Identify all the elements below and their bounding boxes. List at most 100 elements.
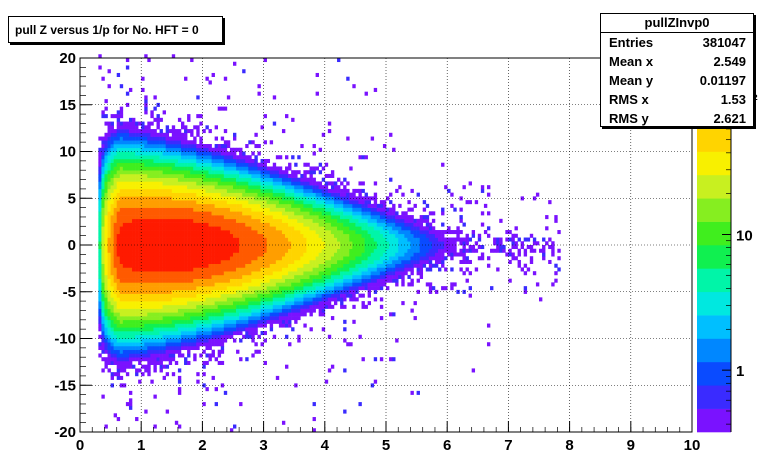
heatmap-cell [245,286,249,291]
heatmap-cell [184,144,188,149]
heatmap-cell [180,158,185,164]
heatmap-cell [343,256,347,261]
heatmap-cell [278,237,283,242]
heatmap-cell [398,252,402,257]
heatmap-cell [184,188,188,193]
heatmap-cell [128,222,133,227]
heatmap-cells [98,54,561,433]
heatmap-cell [174,230,179,235]
heatmap-cell [248,327,252,332]
heatmap-cell [190,301,194,306]
heatmap-cell [233,237,237,242]
heatmap-cell [107,301,111,306]
heatmap-cell [257,252,261,257]
heatmap-cell [226,248,231,253]
heatmap-cell [355,271,359,276]
heatmap-cell [272,282,277,287]
heatmap-cell [177,263,182,268]
heatmap-cell [174,147,179,152]
heatmap-cell [184,286,188,291]
heatmap-cell [333,218,338,223]
heatmap-cell [174,241,179,246]
heatmap-cell [220,327,225,332]
heatmap-cell [367,271,371,276]
heatmap-cell [398,226,402,231]
heatmap-cell [376,233,381,238]
heatmap-cell [101,151,105,156]
heatmap-cell [193,338,197,343]
heatmap-cell [174,211,179,216]
heatmap-cell [214,222,218,227]
heatmap-cell [119,147,124,152]
heatmap-cell [122,185,127,190]
heatmap-cell [318,293,323,298]
heatmap-cell [177,256,182,261]
heatmap-cell [407,237,411,242]
heatmap-cell [138,248,142,253]
heatmap-cell [321,211,326,216]
heatmap-cell [184,312,188,317]
heatmap-cell [291,222,295,227]
heatmap-cell [364,91,368,96]
heatmap-cell [113,237,118,242]
heatmap-cell [346,211,350,216]
heatmap-cell [401,245,405,250]
heatmap-cell [349,203,353,208]
heatmap-cell [156,327,160,332]
heatmap-cell [398,237,402,242]
heatmap-cell [337,188,341,193]
heatmap-cell [226,215,231,220]
heatmap-cell [229,256,234,261]
heatmap-cell [180,312,185,317]
heatmap-cell [330,211,335,216]
heatmap-cell [223,274,228,279]
heatmap-cell [113,413,118,418]
heatmap-cell [226,151,231,156]
heatmap-cell [382,259,387,264]
heatmap-cell [147,308,151,313]
heatmap-cell [358,245,362,250]
heatmap-cell [101,263,105,268]
heatmap-cell [150,162,154,167]
heatmap-cell [128,398,133,403]
heatmap-cell [386,271,390,276]
heatmap-cell [190,170,194,175]
heatmap-cell [113,158,118,164]
heatmap-cell [122,230,127,235]
heatmap-cell [190,222,194,227]
heatmap-cell [257,173,261,178]
heatmap-cell [205,327,209,332]
heatmap-cell [392,274,396,279]
heatmap-cell [132,170,136,175]
heatmap-cell [174,200,179,205]
heatmap-cell [113,248,118,253]
heatmap-cell [367,230,371,235]
heatmap-cell [104,181,108,186]
heatmap-cell [144,338,148,343]
heatmap-cell [147,203,151,208]
heatmap-cell [358,263,362,268]
heatmap-cell [180,233,185,238]
heatmap-cell [159,162,163,167]
heatmap-cell [196,192,200,197]
heatmap-cell [196,274,200,279]
heatmap-cell [132,297,136,302]
heatmap-cell [263,323,267,328]
heatmap-cell [168,136,173,141]
heatmap-cell [168,256,173,261]
heatmap-cell [251,338,255,343]
heatmap-cell [135,196,139,201]
heatmap-cell [177,136,182,141]
heatmap-cell [113,222,118,227]
heatmap-cell [389,252,393,257]
heatmap-cell [239,319,243,324]
heatmap-cell [116,338,121,343]
heatmap-cell [187,319,191,324]
heatmap-cell [162,215,166,220]
heatmap-cell [205,286,209,291]
heatmap-cell [159,342,163,347]
heatmap-cell [309,177,313,182]
heatmap-cell [208,278,212,283]
heatmap-cell [309,274,313,279]
heatmap-cell [101,267,105,272]
